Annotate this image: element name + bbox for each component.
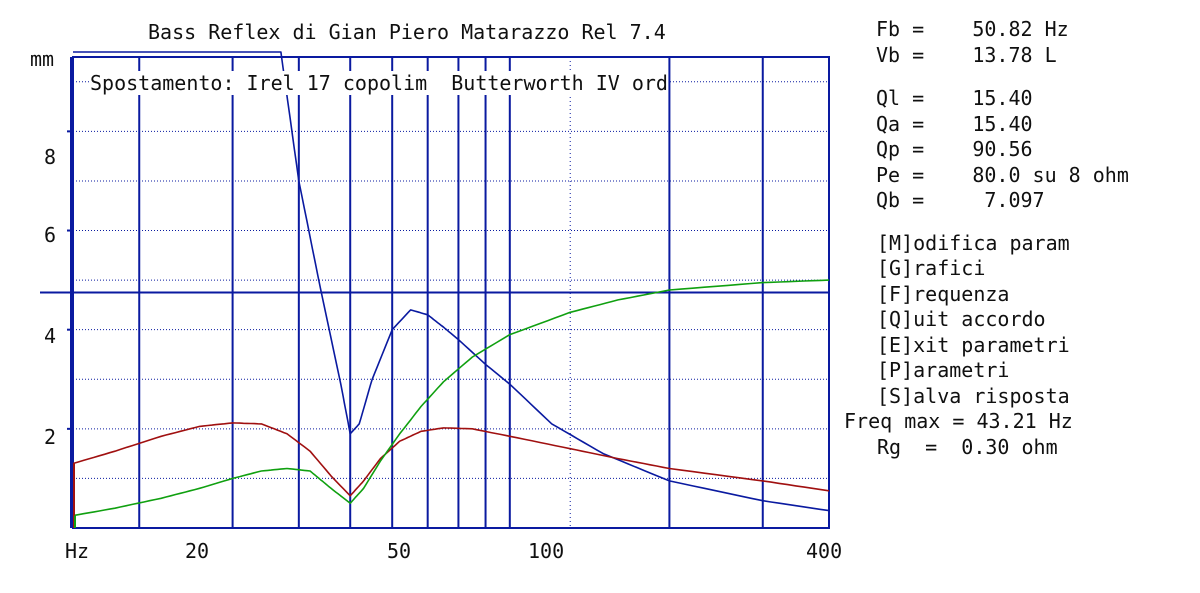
menu-exit-parametri[interactable]: [E]xit parametri (877, 332, 1070, 357)
x-tick-label: 100 (528, 539, 565, 563)
menu-salva-risposta[interactable]: [S]alva risposta (877, 383, 1070, 408)
param-fb: Fb = 50.82 Hz (876, 17, 1069, 41)
frame-layer (40, 56, 830, 529)
parameter-panel: Fb = 50.82 Hz Vb = 13.78 L Ql = 15.40 Qa… (844, 17, 1194, 460)
rg-readout: Rg = 0.30 ohm (877, 434, 1058, 459)
y-tick-label: 6 (44, 223, 57, 247)
x-tick-label: 50 (387, 539, 412, 563)
param-pe: Pe = 80.0 su 8 ohm (876, 162, 1129, 187)
red-curve (72, 422, 830, 497)
y-tick-label: 2 (44, 425, 57, 449)
menu-modifica-param[interactable]: [M]odifica param (877, 230, 1070, 255)
param-ql: Ql = 15.40 (876, 86, 1033, 110)
response-chart (40, 51, 830, 529)
blue-curve (73, 51, 830, 512)
param-qp: Qp = 90.56 (876, 137, 1033, 161)
param-qa: Qa = 15.40 (876, 111, 1033, 136)
x-tick-label: 20 (185, 539, 210, 563)
menu-frequenza[interactable]: [F]requenza (877, 281, 1010, 306)
chart-subtitle: Spostamento: Irel 17 copolim Butterworth… (90, 71, 668, 95)
param-vb: Vb = 13.78 L (876, 42, 1057, 67)
chart-title: Bass Reflex di Gian Piero Matarazzo Rel … (148, 20, 666, 44)
y-axis-unit-label: mm (30, 47, 55, 71)
menu-quit-accordo[interactable]: [Q]uit accordo (877, 307, 1046, 331)
freq-max-readout: Freq max = 43.21 Hz (844, 409, 1073, 433)
series-layer (72, 51, 830, 528)
menu-grafici[interactable]: [G]rafici (877, 256, 986, 280)
x-axis-unit-label: Hz (65, 539, 90, 563)
y-tick-label: 8 (44, 145, 57, 169)
x-tick-label: 400 (806, 539, 843, 563)
green-curve (72, 279, 830, 517)
y-tick-label: 4 (44, 324, 57, 348)
menu-parametri[interactable]: [P]arametri (877, 358, 1010, 382)
param-qb: Qb = 7.097 (876, 188, 1045, 212)
